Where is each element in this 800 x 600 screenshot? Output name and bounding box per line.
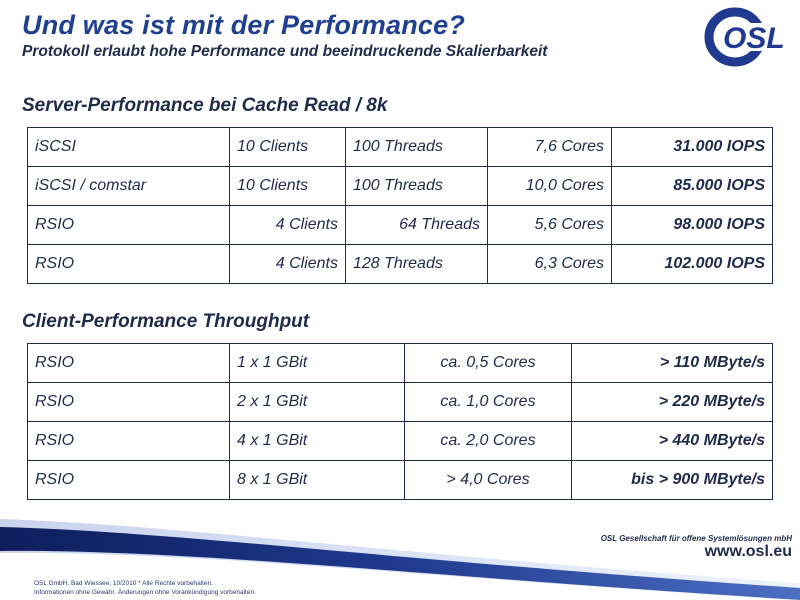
protocol-cell: RSIO bbox=[27, 421, 230, 461]
table-row: RSIO 4 Clients 64 Threads 5,6 Cores 98.0… bbox=[27, 205, 773, 245]
protocol-cell: iSCSI / comstar bbox=[27, 166, 230, 206]
cores-cell: > 4,0 Cores bbox=[404, 460, 572, 500]
cores-cell: 5,6 Cores bbox=[487, 205, 612, 245]
server-performance-heading: Server-Performance bei Cache Read / 8k bbox=[22, 95, 388, 116]
throughput-cell: bis > 900 MByte/s bbox=[571, 460, 773, 500]
cores-cell: 7,6 Cores bbox=[487, 127, 612, 167]
protocol-cell: iSCSI bbox=[27, 127, 230, 167]
protocol-cell: RSIO bbox=[27, 382, 230, 422]
footer-legal-notice: OSL GmbH, Bad Wiessee, 10/2010 * Alle Re… bbox=[34, 580, 256, 597]
footer-company-name: OSL Gesellschaft für offene Systemlösung… bbox=[600, 534, 792, 543]
table-row: iSCSI / comstar 10 Clients 100 Threads 1… bbox=[27, 166, 773, 206]
client-performance-heading: Client-Performance Throughput bbox=[22, 311, 310, 332]
osl-logo: OSL bbox=[704, 7, 792, 67]
table-row: RSIO 2 x 1 GBit ca. 1,0 Cores > 220 MByt… bbox=[27, 382, 773, 422]
cores-cell: 10,0 Cores bbox=[487, 166, 612, 206]
iops-cell: 102.000 IOPS bbox=[611, 244, 773, 284]
throughput-cell: > 110 MByte/s bbox=[571, 343, 773, 383]
table-row: RSIO 4 Clients 128 Threads 6,3 Cores 102… bbox=[27, 244, 773, 284]
links-cell: 2 x 1 GBit bbox=[229, 382, 405, 422]
threads-cell: 64 Threads bbox=[345, 205, 488, 245]
cores-cell: ca. 2,0 Cores bbox=[404, 421, 572, 461]
table-row: iSCSI 10 Clients 100 Threads 7,6 Cores 3… bbox=[27, 127, 773, 167]
slide-title: Und was ist mit der Performance? bbox=[22, 10, 466, 40]
clients-cell: 4 Clients bbox=[229, 205, 346, 245]
iops-cell: 31.000 IOPS bbox=[611, 127, 773, 167]
clients-cell: 10 Clients bbox=[229, 127, 346, 167]
table-row: RSIO 8 x 1 GBit > 4,0 Cores bis > 900 MB… bbox=[27, 460, 773, 500]
threads-cell: 100 Threads bbox=[345, 166, 488, 206]
footer-url: www.osl.eu bbox=[704, 543, 792, 560]
server-performance-table: iSCSI 10 Clients 100 Threads 7,6 Cores 3… bbox=[27, 127, 773, 284]
links-cell: 4 x 1 GBit bbox=[229, 421, 405, 461]
footer-swoosh-graphic bbox=[0, 519, 800, 600]
slide-subtitle: Protokoll erlaubt hohe Performance und b… bbox=[22, 43, 548, 60]
threads-cell: 100 Threads bbox=[345, 127, 488, 167]
clients-cell: 10 Clients bbox=[229, 166, 346, 206]
footer-legal-line: Informationen ohne Gewähr. Änderungen oh… bbox=[34, 588, 256, 596]
threads-cell: 128 Threads bbox=[345, 244, 488, 284]
protocol-cell: RSIO bbox=[27, 205, 230, 245]
throughput-cell: > 440 MByte/s bbox=[571, 421, 773, 461]
clients-cell: 4 Clients bbox=[229, 244, 346, 284]
footer-legal-line: OSL GmbH, Bad Wiessee, 10/2010 * Alle Re… bbox=[34, 580, 213, 587]
cores-cell: 6,3 Cores bbox=[487, 244, 612, 284]
iops-cell: 98.000 IOPS bbox=[611, 205, 773, 245]
protocol-cell: RSIO bbox=[27, 244, 230, 284]
links-cell: 8 x 1 GBit bbox=[229, 460, 405, 500]
links-cell: 1 x 1 GBit bbox=[229, 343, 405, 383]
throughput-cell: > 220 MByte/s bbox=[571, 382, 773, 422]
table-row: RSIO 4 x 1 GBit ca. 2,0 Cores > 440 MByt… bbox=[27, 421, 773, 461]
logo-text: OSL bbox=[723, 22, 785, 55]
table-row: RSIO 1 x 1 GBit ca. 0,5 Cores > 110 MByt… bbox=[27, 343, 773, 383]
protocol-cell: RSIO bbox=[27, 460, 230, 500]
protocol-cell: RSIO bbox=[27, 343, 230, 383]
cores-cell: ca. 1,0 Cores bbox=[404, 382, 572, 422]
iops-cell: 85.000 IOPS bbox=[611, 166, 773, 206]
client-performance-table: RSIO 1 x 1 GBit ca. 0,5 Cores > 110 MByt… bbox=[27, 343, 773, 500]
cores-cell: ca. 0,5 Cores bbox=[404, 343, 572, 383]
